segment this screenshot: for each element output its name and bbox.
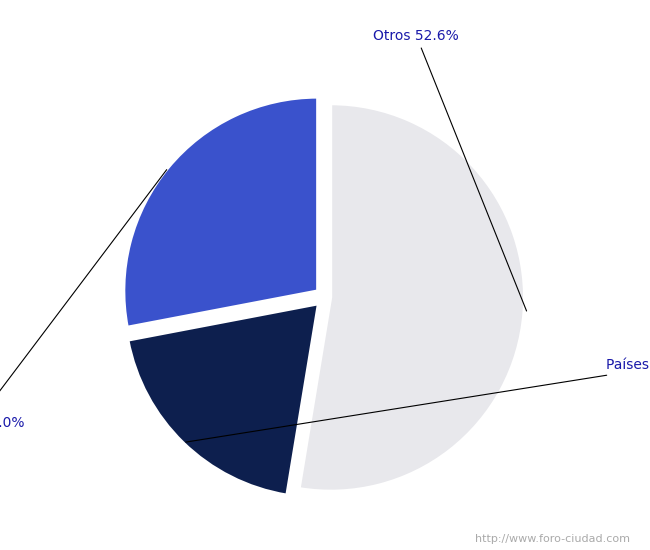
Wedge shape [124,97,318,327]
Text: Otros 52.6%: Otros 52.6% [373,29,526,311]
Text: Países Bajos 19.4%: Países Bajos 19.4% [186,358,650,442]
Wedge shape [299,104,525,491]
Text: Valdegovía/Gaubea - Turistas extranjeros según país - Abril de 2024: Valdegovía/Gaubea - Turistas extranjeros… [65,16,585,33]
Text: http://www.foro-ciudad.com: http://www.foro-ciudad.com [476,535,630,544]
Wedge shape [128,304,318,495]
Text: Francia 28.0%: Francia 28.0% [0,169,166,430]
